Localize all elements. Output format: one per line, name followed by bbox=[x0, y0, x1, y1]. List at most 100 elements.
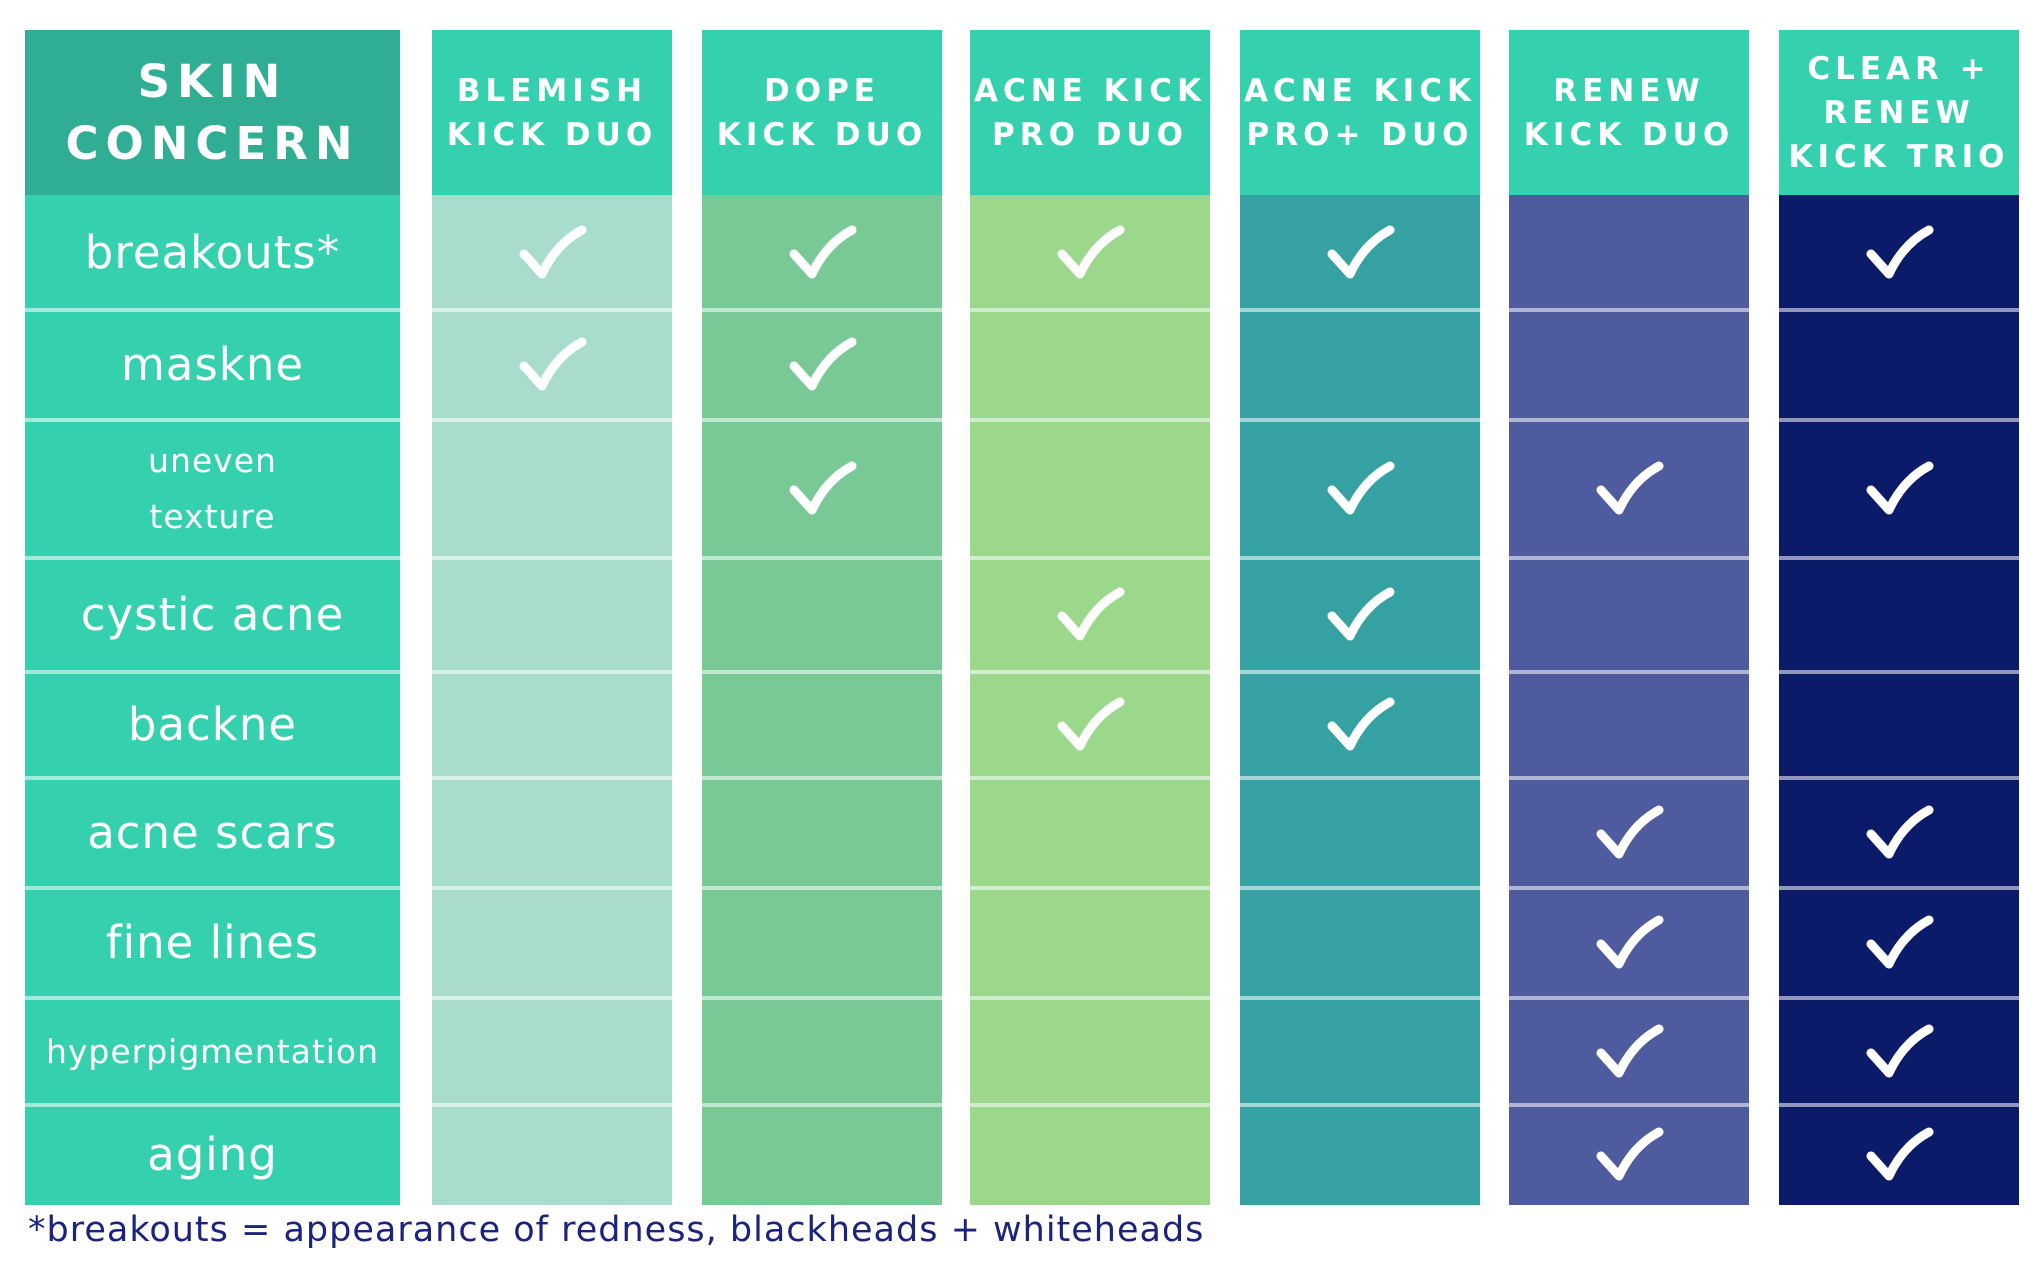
checkmark-icon bbox=[1327, 461, 1395, 515]
checkmark-icon bbox=[1866, 915, 1934, 969]
checkmark-icon bbox=[1866, 1127, 1934, 1181]
concern-row-maskne: maskne bbox=[25, 310, 400, 420]
concern-row-breakouts: breakouts* bbox=[25, 195, 400, 310]
product-name: BLEMISH KICK DUO bbox=[446, 72, 658, 153]
product-name: RENEW KICK DUO bbox=[1523, 72, 1735, 153]
cell-acne-scars bbox=[1509, 778, 1749, 888]
row-separator bbox=[25, 418, 400, 422]
cell-aging bbox=[702, 1105, 942, 1205]
cell-breakouts bbox=[970, 195, 1210, 310]
row-separator bbox=[432, 556, 672, 560]
cell-acne-scars bbox=[702, 778, 942, 888]
checkmark-icon bbox=[1866, 805, 1934, 859]
cell-backne bbox=[432, 672, 672, 778]
row-separator bbox=[1779, 556, 2019, 560]
row-separator bbox=[25, 308, 400, 312]
row-separator bbox=[1779, 308, 2019, 312]
row-separator bbox=[25, 776, 400, 780]
checkmark-icon bbox=[1057, 225, 1125, 278]
checkmark-icon bbox=[1327, 225, 1395, 278]
row-separator bbox=[1509, 670, 1749, 674]
product-name: DOPE KICK DUO bbox=[716, 72, 928, 153]
row-separator bbox=[1779, 886, 2019, 890]
cell-breakouts bbox=[432, 195, 672, 310]
cell-maskne bbox=[970, 310, 1210, 420]
row-separator bbox=[1779, 418, 2019, 422]
concern-label: maskne bbox=[120, 338, 305, 391]
concern-label: backne bbox=[127, 698, 298, 751]
product-name: CLEAR + RENEW KICK TRIO bbox=[1788, 50, 2010, 175]
cell-fine-lines bbox=[432, 888, 672, 998]
row-separator bbox=[1779, 776, 2019, 780]
cell-cystic-acne bbox=[1240, 558, 1480, 672]
row-separator bbox=[432, 1103, 672, 1107]
concern-label: breakouts* bbox=[84, 225, 341, 279]
product-column-acne-kick-pro-duo: ACNE KICK PRO+ DUO bbox=[1240, 30, 1480, 1205]
row-separator bbox=[970, 776, 1210, 780]
row-separator bbox=[432, 996, 672, 1000]
cell-fine-lines bbox=[970, 888, 1210, 998]
row-separator bbox=[25, 886, 400, 890]
checkmark-icon bbox=[789, 225, 857, 278]
cell-maskne bbox=[1779, 310, 2019, 420]
checkmark-icon bbox=[519, 225, 587, 278]
row-separator bbox=[970, 670, 1210, 674]
row-separator bbox=[25, 996, 400, 1000]
checkmark-icon bbox=[1866, 461, 1934, 515]
checkmark-icon bbox=[789, 337, 857, 391]
cell-hyperpigmentation bbox=[1509, 998, 1749, 1105]
product-column-acne-kick-pro-duo: ACNE KICK PRO DUO bbox=[970, 30, 1210, 1205]
row-separator bbox=[970, 308, 1210, 312]
cell-backne bbox=[1240, 672, 1480, 778]
checkmark-icon bbox=[1596, 1127, 1664, 1181]
cell-aging bbox=[1779, 1105, 2019, 1205]
skin-concern-column: SKIN CONCERN breakouts* maskne uneven text… bbox=[25, 30, 400, 1205]
row-separator bbox=[1509, 1103, 1749, 1107]
cell-acne-scars bbox=[970, 778, 1210, 888]
cell-aging bbox=[432, 1105, 672, 1205]
row-separator bbox=[432, 308, 672, 312]
checkmark-icon bbox=[1596, 1024, 1664, 1077]
concern-label: fine lines bbox=[105, 916, 320, 969]
row-separator bbox=[1240, 308, 1480, 312]
product-header: DOPE KICK DUO bbox=[702, 30, 942, 195]
cell-breakouts bbox=[1509, 195, 1749, 310]
row-separator bbox=[25, 556, 400, 560]
row-separator bbox=[1240, 886, 1480, 890]
row-separator bbox=[970, 886, 1210, 890]
product-header: ACNE KICK PRO DUO bbox=[970, 30, 1210, 195]
product-column-blemish-kick-duo: BLEMISH KICK DUO bbox=[432, 30, 672, 1205]
cell-uneven-texture bbox=[1240, 420, 1480, 558]
cell-aging bbox=[970, 1105, 1210, 1205]
row-separator bbox=[1240, 418, 1480, 422]
cell-hyperpigmentation bbox=[1779, 998, 2019, 1105]
product-header: BLEMISH KICK DUO bbox=[432, 30, 672, 195]
row-separator bbox=[702, 886, 942, 890]
row-separator bbox=[432, 670, 672, 674]
cell-cystic-acne bbox=[1779, 558, 2019, 672]
cell-hyperpigmentation bbox=[1240, 998, 1480, 1105]
checkmark-icon bbox=[1057, 587, 1125, 641]
cell-maskne bbox=[1509, 310, 1749, 420]
row-separator bbox=[432, 886, 672, 890]
concern-row-fine-lines: fine lines bbox=[25, 888, 400, 998]
row-separator bbox=[1240, 776, 1480, 780]
checkmark-icon bbox=[1327, 697, 1395, 751]
row-separator bbox=[432, 418, 672, 422]
concern-row-acne-scars: acne scars bbox=[25, 778, 400, 888]
cell-uneven-texture bbox=[1779, 420, 2019, 558]
row-separator bbox=[1240, 1103, 1480, 1107]
checkmark-icon bbox=[1866, 225, 1934, 278]
cell-acne-scars bbox=[1779, 778, 2019, 888]
row-separator bbox=[1509, 418, 1749, 422]
concern-row-cystic-acne: cystic acne bbox=[25, 558, 400, 672]
row-separator bbox=[1509, 996, 1749, 1000]
cell-acne-scars bbox=[1240, 778, 1480, 888]
cell-maskne bbox=[1240, 310, 1480, 420]
cell-breakouts bbox=[702, 195, 942, 310]
checkmark-icon bbox=[1596, 461, 1664, 515]
cell-hyperpigmentation bbox=[432, 998, 672, 1105]
row-separator bbox=[432, 776, 672, 780]
cell-fine-lines bbox=[702, 888, 942, 998]
